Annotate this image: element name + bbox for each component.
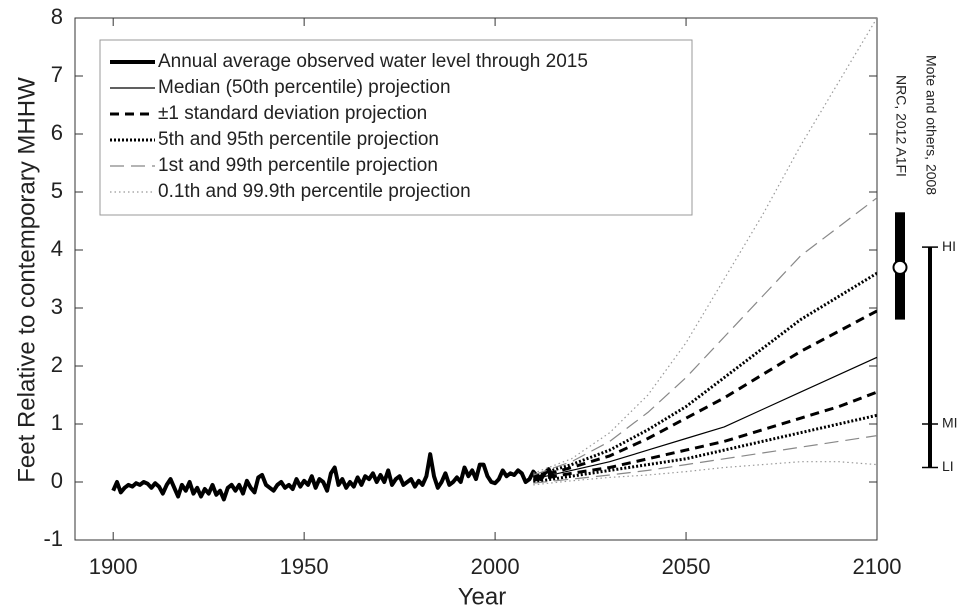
x-tick-label: 2000 [471, 554, 520, 579]
y-tick-label: 6 [51, 120, 63, 145]
legend-label: 1st and 99th percentile projection [158, 155, 438, 176]
y-tick-label: 4 [51, 236, 63, 261]
y-tick-label: 2 [51, 352, 63, 377]
y-tick-label: 5 [51, 178, 63, 203]
y-tick-label: 3 [51, 294, 63, 319]
x-tick-label: 2050 [662, 554, 711, 579]
legend-box [99, 39, 693, 216]
plot-frame [74, 17, 878, 541]
legend-label: Median (50th percentile) projection [158, 77, 451, 98]
y-tick-label: -1 [43, 526, 63, 551]
series-line [533, 413, 877, 484]
series-line [533, 435, 877, 484]
legend-label: ±1 standard deviation projection [158, 103, 427, 124]
legend-label: Annual average observed water level thro… [158, 51, 588, 72]
nrc-label: NRC, 2012 A1FI [893, 75, 909, 177]
legend-label: 0.1th and 99.9th percentile projection [158, 181, 471, 202]
series-line [533, 18, 877, 474]
series-line [532, 271, 877, 478]
x-tick-label: 1900 [89, 554, 138, 579]
y-tick-label: 1 [51, 410, 63, 435]
nrc-central [892, 259, 908, 275]
y-tick-label: 7 [51, 62, 63, 87]
legend-label: 5th and 95th percentile projection [158, 129, 439, 150]
y-tick-label: 8 [51, 4, 63, 29]
x-tick-label: 2100 [853, 554, 902, 579]
y-axis-title: Feet Relative to contemporary MHHW [13, 77, 40, 483]
series-line [533, 197, 877, 476]
x-axis-title: Year [458, 583, 507, 610]
mote-label: Mote and others, 2008 [923, 55, 939, 195]
x-tick-label: 1950 [280, 554, 329, 579]
y-tick-label: 0 [51, 468, 63, 493]
series-line [111, 452, 555, 502]
mote-tick-label: MI [942, 415, 958, 431]
series-line [533, 356, 877, 480]
series-line [532, 309, 877, 480]
mote-tick-label: HI [942, 238, 956, 254]
mote-tick-label: LI [942, 458, 954, 474]
